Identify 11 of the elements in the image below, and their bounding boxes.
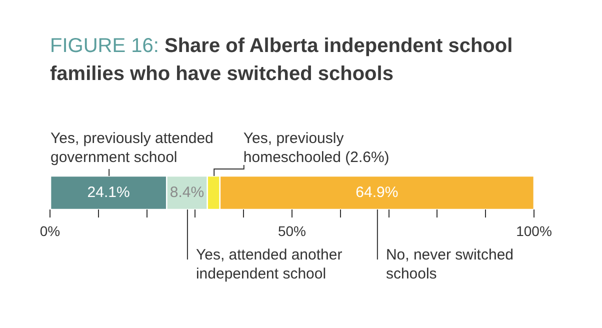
- text: Yes, attended another independent school: [196, 246, 342, 282]
- data-label: 24.1%: [87, 184, 130, 201]
- series-label: Yes, previously homeschooled (2.6%): [243, 130, 390, 166]
- chart-title: FIGURE 16: Share of Alberta independent school families who have switched schools: [50, 35, 513, 85]
- data-label: 8.4%: [170, 184, 204, 201]
- series-label: Yes, previously attended government school: [50, 130, 214, 166]
- text: No, never switched schools: [386, 246, 514, 282]
- data-label: 64.9%: [356, 184, 398, 201]
- x-tick-label: 100%: [516, 222, 552, 239]
- x-tick-label: 0%: [40, 222, 60, 239]
- x-tick-label: 50%: [278, 222, 306, 239]
